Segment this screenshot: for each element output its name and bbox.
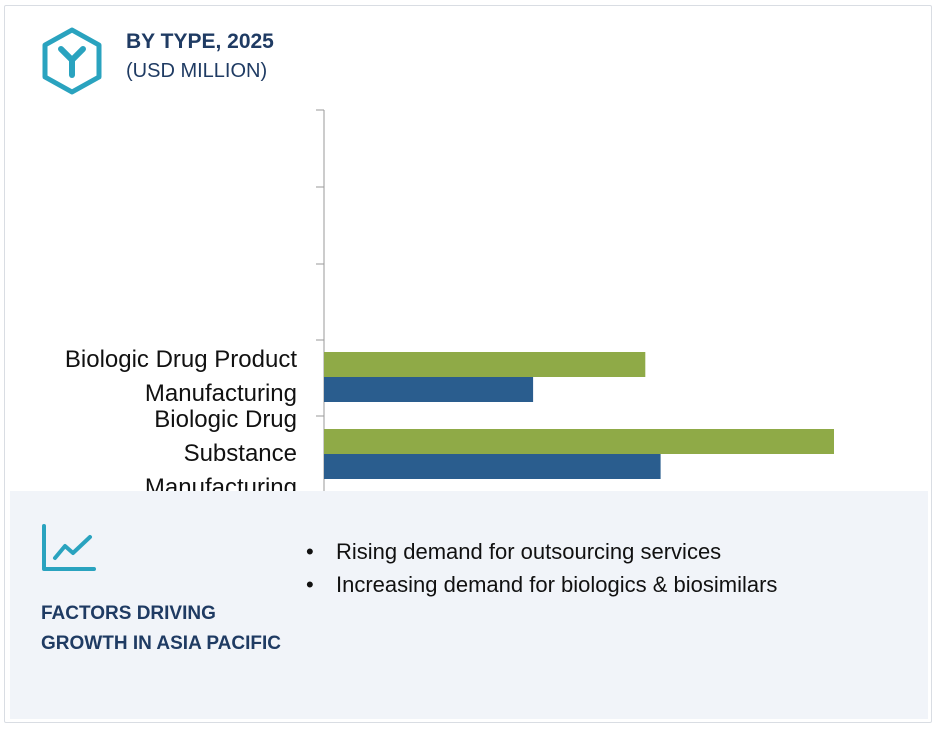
factor-item: • Rising demand for outsourcing services: [306, 539, 722, 564]
category-label: Biologic Drug Product Manufacturing: [65, 346, 297, 407]
category-label-line: Biologic Drug: [154, 406, 297, 433]
segment-y-hexagon-icon: [42, 27, 102, 95]
factor-item-text: Rising demand for outsourcing services: [336, 539, 722, 564]
chart-title: BY TYPE, 2025: [126, 30, 274, 53]
factor-item: • Increasing demand for biologics & biosi…: [306, 572, 778, 597]
factors-heading: FACTORS DRIVING GROWTH IN ASIA PACIFIC: [41, 599, 281, 659]
factors-list: • Rising demand for outsourcing services …: [306, 535, 777, 601]
bar-2-series-1: [324, 429, 834, 454]
factors-heading-line-2: GROWTH IN ASIA PACIFIC: [41, 633, 281, 654]
chart-subtitle: (USD MILLION): [126, 60, 268, 82]
factor-item-text: Increasing demand for biologics & biosim…: [336, 572, 778, 597]
factors-heading-line-1: FACTORS DRIVING: [41, 603, 216, 624]
category-label-line: Substance: [184, 440, 297, 467]
bar-chart: Biologic Drug Product ManufacturingBiolog…: [65, 109, 834, 500]
trend-line-chart-icon: [42, 524, 96, 571]
bar-1-series-2: [324, 377, 534, 402]
bar-2-series-2: [324, 454, 661, 479]
bar-1-series-1: [324, 352, 646, 377]
category-label-line: Manufacturing: [145, 380, 297, 407]
category-label-line: Biologic Drug Product: [65, 346, 297, 373]
category-label: Biologic Drug Substance Manufacturing: [145, 406, 297, 500]
growth-factors-panel: FACTORS DRIVING GROWTH IN ASIA PACIFIC •…: [10, 491, 928, 719]
